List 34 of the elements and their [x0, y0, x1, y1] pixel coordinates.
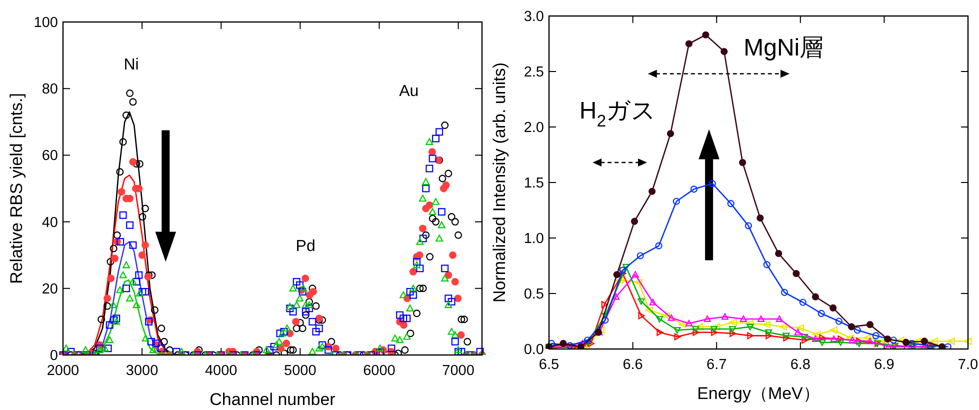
y-tick-label: 0 [50, 348, 58, 364]
y-tick-label: 1.0 [524, 231, 544, 247]
x-tick-label: 3000 [126, 363, 158, 379]
x-tick-label: 2000 [46, 363, 80, 379]
x-tick-label: 7.0 [958, 357, 978, 373]
x-tick-label: 7000 [442, 363, 474, 379]
y-tick-label: 1.5 [524, 176, 544, 192]
y-tick-label: 3.0 [524, 9, 544, 25]
x-tick-label: 4000 [204, 363, 238, 379]
y-tick-label: 20 [42, 281, 58, 298]
y-axis-title: Normalized Intensity (arb. units) [490, 62, 509, 302]
y-tick-label: 0.0 [524, 342, 544, 358]
y-tick-label: 100 [34, 15, 58, 31]
x-tick-label: 6.6 [622, 357, 643, 373]
y-axis-title: Relative RBS yield [cnts.] [7, 93, 26, 284]
annotation: H$_{2}$ガス [579, 98, 656, 131]
y-tick-label: 0.5 [524, 286, 544, 302]
annotation: Au [399, 83, 419, 100]
annotation: Pd [296, 238, 316, 256]
annotation: Ni [124, 56, 139, 74]
x-tick-label: 6.7 [706, 357, 727, 373]
x-tick-label: 5000 [284, 363, 316, 379]
x-axis-title: Channel number [210, 390, 336, 409]
annotation: MgNi層 [744, 34, 824, 62]
y-tick-label: 60 [42, 148, 58, 164]
y-tick-label: 2.5 [524, 64, 544, 80]
x-tick-label: 6.8 [790, 357, 810, 373]
y-tick-label: 2.0 [524, 120, 544, 136]
x-tick-label: 6.9 [874, 357, 894, 373]
y-tick-label: 40 [42, 214, 58, 231]
x-axis-title: Energy（MeV） [697, 384, 820, 403]
y-tick-label: 80 [42, 82, 58, 98]
x-tick-label: 6.5 [538, 357, 560, 373]
x-tick-label: 6000 [363, 363, 396, 379]
